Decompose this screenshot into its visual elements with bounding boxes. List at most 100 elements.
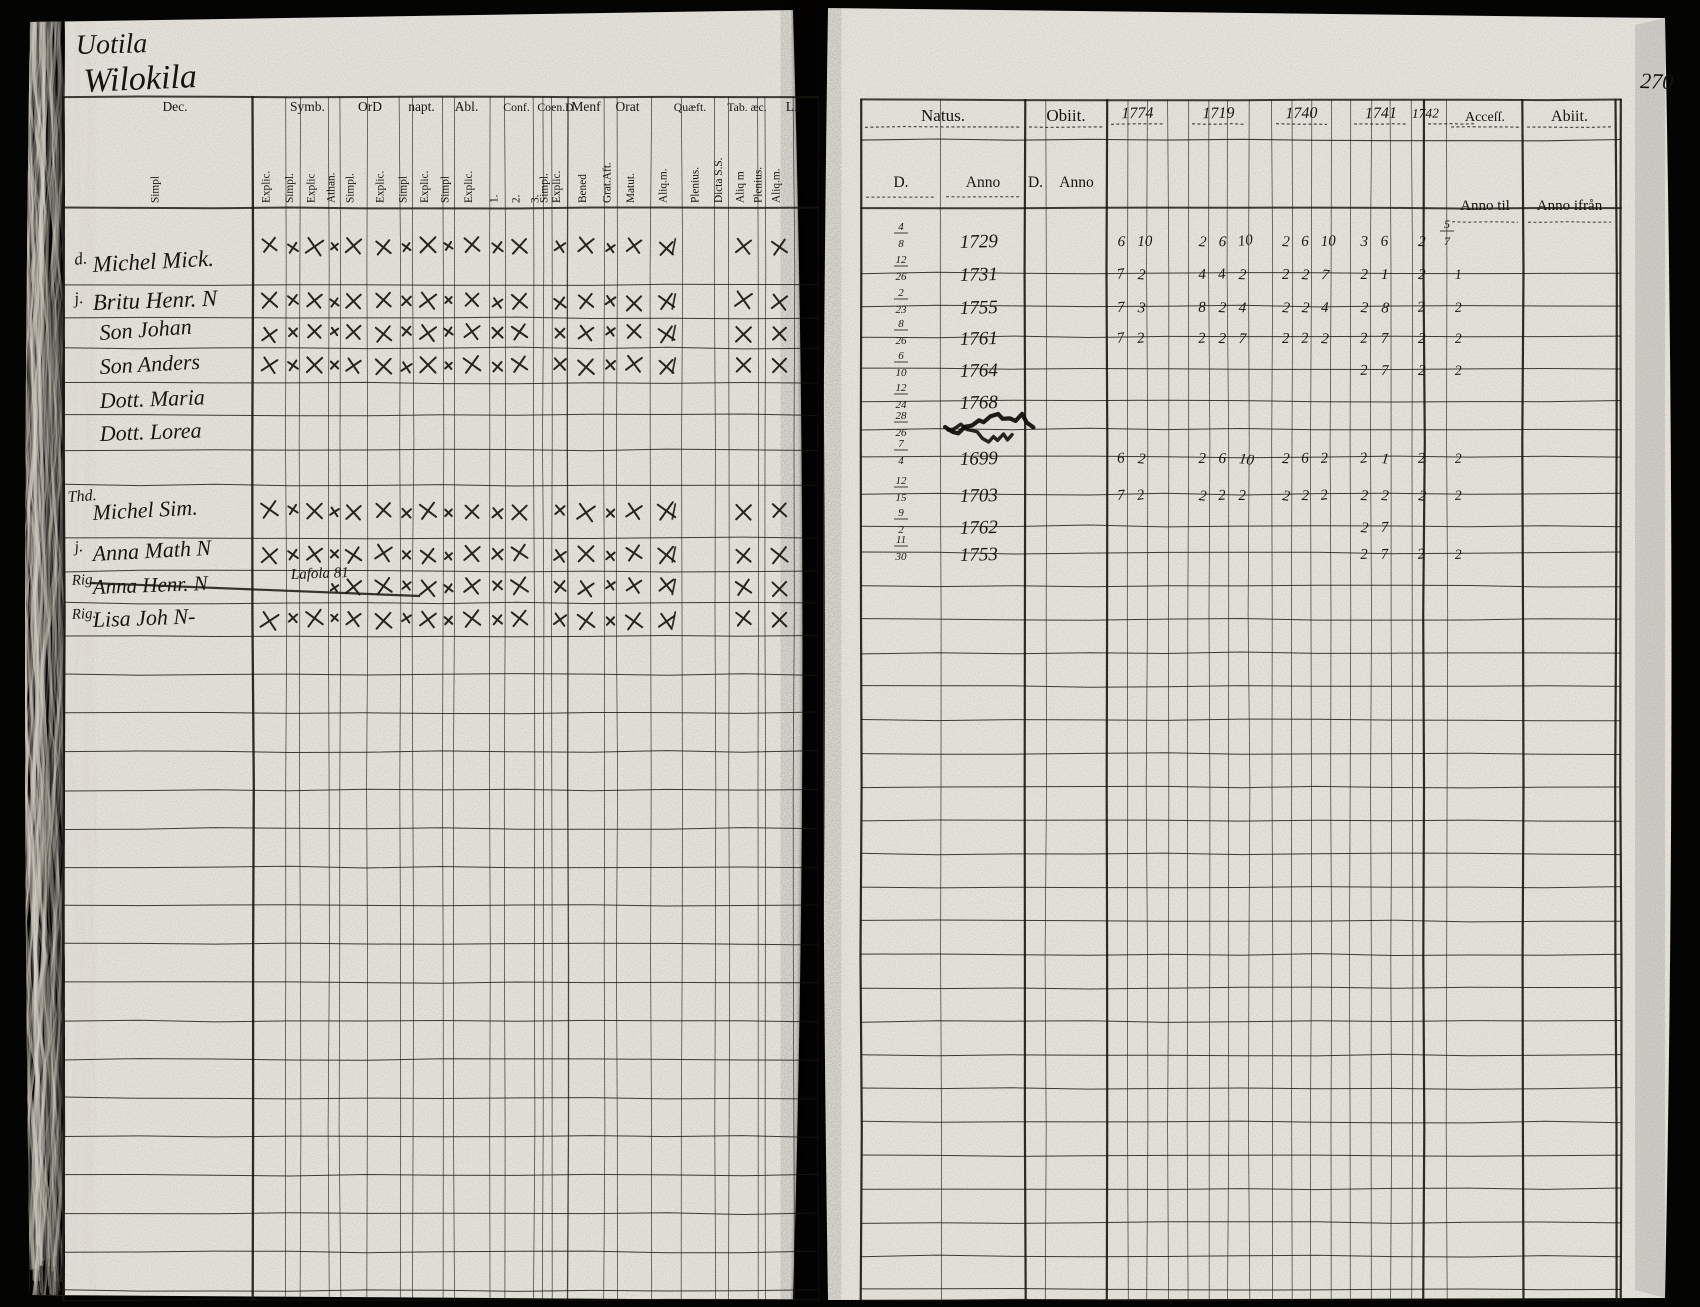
svg-text:Anno: Anno [966, 174, 1001, 191]
svg-text:2: 2 [1360, 300, 1369, 316]
svg-text:28: 28 [896, 410, 908, 422]
svg-text:Athan.: Athan. [326, 172, 338, 203]
svg-text:Explic.: Explic. [551, 171, 563, 203]
svg-text:Dec.: Dec. [162, 99, 187, 114]
svg-text:Simpl: Simpl [440, 176, 452, 203]
svg-text:6: 6 [898, 350, 904, 362]
svg-text:Matut.: Matut. [625, 173, 637, 203]
svg-text:Coen.D: Coen.D [537, 100, 574, 114]
svg-text:Explic.: Explic. [463, 171, 475, 203]
svg-text:2: 2 [1360, 267, 1368, 283]
svg-text:2: 2 [1360, 547, 1369, 563]
svg-text:10: 10 [896, 367, 908, 379]
svg-text:Uotila: Uotila [75, 28, 147, 61]
svg-text:2: 2 [1282, 234, 1291, 250]
svg-text:12: 12 [896, 254, 908, 266]
svg-text:Simpl.: Simpl. [345, 173, 357, 203]
svg-text:8: 8 [898, 318, 904, 330]
svg-text:2: 2 [1238, 488, 1246, 504]
svg-text:6: 6 [1117, 234, 1126, 250]
svg-text:d.: d. [73, 248, 88, 269]
svg-text:Abl.: Abl. [455, 99, 479, 114]
svg-text:12: 12 [896, 475, 908, 487]
svg-text:1741: 1741 [1365, 105, 1397, 123]
svg-text:10: 10 [1237, 232, 1255, 250]
svg-text:Plenius.: Plenius. [753, 167, 765, 203]
svg-text:6: 6 [1218, 234, 1227, 250]
svg-text:Aliq.m.: Aliq.m. [771, 168, 783, 203]
svg-text:2: 2 [1454, 489, 1462, 504]
svg-text:2: 2 [1454, 452, 1462, 467]
svg-text:2: 2 [898, 287, 904, 299]
svg-text:Simpl.: Simpl. [284, 173, 296, 203]
svg-text:1.: 1. [489, 194, 501, 203]
svg-text:10: 10 [1238, 451, 1255, 469]
svg-text:2: 2 [1301, 488, 1309, 504]
svg-text:Explic.: Explic. [261, 171, 273, 203]
svg-text:Britu Henr. N: Britu Henr. N [92, 286, 219, 315]
svg-text:Tab. æc.: Tab. æc. [727, 100, 767, 114]
svg-text:3: 3 [1136, 300, 1146, 317]
svg-text:1: 1 [1454, 268, 1462, 283]
svg-text:10: 10 [1320, 233, 1336, 250]
svg-text:Conf.: Conf. [503, 100, 530, 114]
svg-text:Anno ifrån: Anno ifrån [1537, 198, 1603, 214]
svg-text:8: 8 [898, 238, 904, 250]
svg-text:2: 2 [1454, 301, 1462, 316]
svg-text:Lisa Joh N-: Lisa Joh N- [91, 603, 195, 632]
svg-text:1: 1 [1381, 267, 1389, 283]
svg-text:Simpl.: Simpl. [539, 173, 551, 203]
svg-text:Plenius.: Plenius. [690, 167, 702, 203]
svg-text:2: 2 [1418, 331, 1426, 347]
svg-text:D.: D. [893, 174, 908, 191]
svg-text:1764: 1764 [960, 360, 999, 382]
svg-text:Explic.: Explic. [419, 171, 431, 203]
svg-text:2: 2 [1198, 451, 1206, 467]
svg-text:6: 6 [1218, 451, 1226, 467]
svg-text:Wilokila: Wilokila [83, 58, 198, 100]
svg-text:1762: 1762 [960, 517, 999, 539]
svg-text:4: 4 [1321, 300, 1329, 316]
svg-text:5: 5 [1444, 217, 1450, 231]
svg-text:1729: 1729 [960, 231, 999, 253]
svg-text:15: 15 [896, 492, 908, 504]
svg-text:23: 23 [896, 304, 908, 316]
svg-text:7: 7 [898, 438, 904, 450]
svg-text:26: 26 [896, 271, 908, 283]
svg-text:L.: L. [786, 99, 798, 114]
svg-text:Lafola 81: Lafola 81 [290, 565, 349, 583]
svg-text:Dott. Maria: Dott. Maria [98, 384, 205, 413]
svg-text:Symb.: Symb. [290, 99, 325, 114]
svg-text:2: 2 [1418, 267, 1426, 283]
svg-text:11: 11 [896, 534, 906, 546]
svg-text:1719: 1719 [1202, 105, 1234, 123]
svg-text:Grat.Aft.: Grat.Aft. [602, 162, 614, 203]
svg-text:2: 2 [1360, 488, 1369, 504]
svg-text:4: 4 [1238, 300, 1247, 316]
svg-text:26: 26 [896, 335, 908, 347]
svg-text:2: 2 [1418, 363, 1426, 379]
svg-text:2: 2 [1218, 300, 1227, 316]
svg-text:270: 270 [1640, 68, 1674, 94]
svg-text:Obiit.: Obiit. [1046, 106, 1085, 125]
svg-text:6: 6 [1301, 234, 1310, 250]
svg-text:9: 9 [898, 507, 904, 519]
svg-text:Explic.: Explic. [375, 171, 387, 203]
svg-text:Aliq m: Aliq m [735, 171, 747, 203]
svg-text:Simpl: Simpl [398, 176, 410, 203]
svg-text:30: 30 [895, 551, 908, 563]
svg-text:Quæft.: Quæft. [674, 100, 706, 114]
svg-text:2: 2 [1282, 451, 1291, 467]
svg-text:2: 2 [1218, 331, 1226, 347]
svg-text:Anno: Anno [1059, 174, 1094, 191]
svg-text:2: 2 [1282, 267, 1290, 283]
svg-text:Dott. Lorea: Dott. Lorea [98, 417, 202, 446]
svg-text:6: 6 [1301, 451, 1310, 467]
svg-text:1731: 1731 [960, 264, 999, 286]
svg-text:Natus.: Natus. [921, 106, 965, 125]
svg-text:8: 8 [1198, 300, 1207, 316]
svg-text:Explic: Explic [306, 174, 318, 204]
svg-text:Bened: Bened [577, 174, 589, 203]
svg-text:4: 4 [898, 221, 904, 233]
svg-text:2: 2 [1454, 364, 1462, 379]
